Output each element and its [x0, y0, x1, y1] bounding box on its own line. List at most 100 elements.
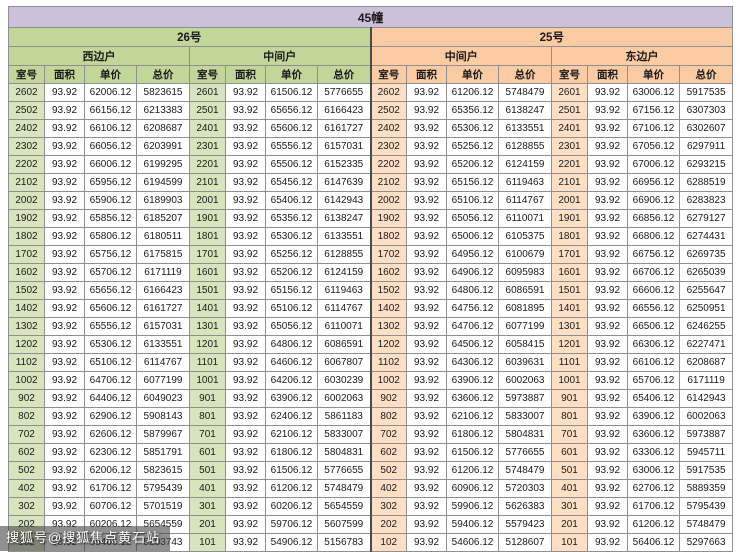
- total-price-cell: 6208687: [678, 353, 734, 372]
- area-cell: 93.92: [225, 515, 266, 534]
- area-cell: 93.92: [225, 317, 266, 336]
- area-cell: 93.92: [406, 317, 447, 336]
- area-cell: 93.92: [587, 245, 628, 264]
- area-cell: 93.92: [225, 101, 266, 120]
- room-cell: 601: [551, 443, 588, 462]
- area-cell: 93.92: [587, 371, 628, 390]
- room-cell: 1201: [189, 335, 226, 354]
- room-cell: 1902: [369, 209, 407, 228]
- room-cell: 1501: [551, 281, 588, 300]
- table-row: 402 93.92 61706.12 5795439 401 93.92 61206.12 5…: [8, 479, 734, 498]
- area-cell: 93.92: [406, 281, 447, 300]
- unit-price-cell: 66056.12: [84, 137, 137, 156]
- room-cell: 1201: [551, 335, 588, 354]
- unit-price-cell: 65206.12: [446, 155, 499, 174]
- unit-price-cell: 67106.12: [627, 119, 680, 138]
- unit-price-cell: 61206.12: [265, 479, 318, 498]
- area-cell: 93.92: [406, 407, 447, 426]
- room-cell: 2101: [551, 173, 588, 192]
- room-cell: 2101: [189, 173, 226, 192]
- area-cell: 93.92: [44, 155, 85, 174]
- room-cell: 1701: [189, 245, 226, 264]
- area-cell: 93.92: [587, 353, 628, 372]
- room-cell: 101: [189, 533, 226, 552]
- total-price-cell: 6283823: [678, 191, 734, 210]
- room-cell: 1202: [369, 335, 407, 354]
- unit-price-cell: 63906.12: [627, 407, 680, 426]
- total-price-cell: 6086591: [498, 281, 552, 300]
- unit-26-west-header: 西边户: [8, 46, 190, 66]
- room-cell: 901: [189, 389, 226, 408]
- total-price-cell: 6213383: [136, 101, 190, 120]
- unit-price-cell: 63606.12: [446, 389, 499, 408]
- table-row: 2102 93.92 65956.12 6194599 2101 93.92 65456.1…: [8, 173, 734, 192]
- room-cell: 802: [8, 407, 45, 426]
- room-cell: 502: [8, 461, 45, 480]
- total-price-cell: 6288519: [678, 173, 734, 192]
- total-price-cell: 6269735: [678, 245, 734, 264]
- area-cell: 93.92: [587, 263, 628, 282]
- area-cell: 93.92: [406, 479, 447, 498]
- room-cell: 1202: [8, 335, 45, 354]
- column-header-unit-price: 单价: [446, 65, 499, 84]
- room-cell: 402: [369, 479, 407, 498]
- column-header-row: 室号 面积 单价 总价 室号 面积 单价 总价 室号 面积 单价 总价 室号 面积 单价 总价: [8, 65, 734, 84]
- total-price-cell: 5701519: [136, 497, 190, 516]
- room-cell: 201: [189, 515, 226, 534]
- unit-price-cell: 65406.12: [627, 389, 680, 408]
- table-row: 1602 93.92 65706.12 6171119 1601 93.92 65206.1…: [8, 263, 734, 282]
- total-price-cell: 6185207: [136, 209, 190, 228]
- room-cell: 2002: [369, 191, 407, 210]
- unit-price-cell: 65056.12: [265, 317, 318, 336]
- room-cell: 602: [369, 443, 407, 462]
- total-price-cell: 6133551: [317, 227, 371, 246]
- unit-price-cell: 66706.12: [627, 263, 680, 282]
- area-cell: 93.92: [44, 443, 85, 462]
- total-price-cell: 6199295: [136, 155, 190, 174]
- unit-price-cell: 66806.12: [627, 227, 680, 246]
- table-row: 2602 93.92 62006.12 5823615 2601 93.92 61506.1…: [8, 83, 734, 102]
- unit-price-cell: 65706.12: [84, 263, 137, 282]
- room-cell: 1802: [8, 227, 45, 246]
- room-cell: 1402: [8, 299, 45, 318]
- unit-price-cell: 65606.12: [265, 119, 318, 138]
- area-cell: 93.92: [587, 533, 628, 552]
- total-price-cell: 6119463: [498, 173, 552, 192]
- unit-position-row: 西边户 中间户 中间户 东边户: [8, 46, 734, 66]
- area-cell: 93.92: [225, 173, 266, 192]
- table-row: 1202 93.92 65306.12 6133551 1201 93.92 64806.1…: [8, 335, 734, 354]
- room-cell: 2302: [369, 137, 407, 156]
- room-cell: 2201: [189, 155, 226, 174]
- total-price-cell: 6128855: [317, 245, 371, 264]
- room-cell: 401: [551, 479, 588, 498]
- unit-25-middle-header: 中间户: [369, 46, 552, 66]
- table-row: 2402 93.92 66106.12 6208687 2401 93.92 65606.1…: [8, 119, 734, 138]
- column-header-room: 室号: [369, 65, 407, 84]
- room-cell: 1602: [8, 263, 45, 282]
- table-row: 1102 93.92 65106.12 6114767 1101 93.92 64606.1…: [8, 353, 734, 372]
- total-price-cell: 6110071: [498, 209, 552, 228]
- total-price-cell: 6171119: [678, 371, 734, 390]
- unit-price-cell: 65906.12: [84, 191, 137, 210]
- unit-26-header: 26号: [8, 27, 371, 47]
- room-cell: 2402: [369, 119, 407, 138]
- total-price-cell: 6114767: [317, 299, 371, 318]
- unit-price-cell: 64506.12: [446, 335, 499, 354]
- total-price-cell: 5823615: [136, 83, 190, 102]
- unit-price-cell: 61506.12: [265, 83, 318, 102]
- total-price-cell: 6105375: [498, 227, 552, 246]
- unit-price-cell: 65356.12: [265, 209, 318, 228]
- column-header-total-price: 总价: [498, 65, 552, 84]
- total-price-cell: 6142943: [678, 389, 734, 408]
- total-price-cell: 6081895: [498, 299, 552, 318]
- total-price-cell: 5748479: [317, 479, 371, 498]
- room-cell: 2301: [189, 137, 226, 156]
- unit-price-cell: 66756.12: [627, 245, 680, 264]
- unit-price-cell: 61206.12: [446, 461, 499, 480]
- area-cell: 93.92: [587, 191, 628, 210]
- unit-price-cell: 66306.12: [627, 335, 680, 354]
- unit-price-cell: 65556.12: [84, 317, 137, 336]
- unit-price-cell: 59706.12: [265, 515, 318, 534]
- total-price-cell: 5879967: [136, 425, 190, 444]
- total-price-cell: 6250951: [678, 299, 734, 318]
